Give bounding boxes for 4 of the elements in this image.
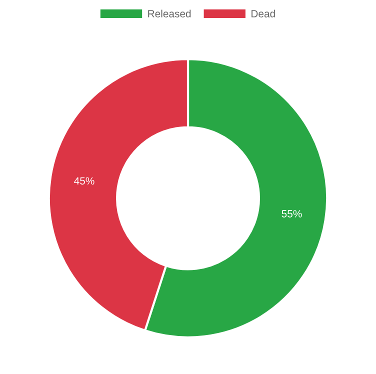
data-label: 45% [74,177,94,185]
data-label: 55% [282,210,302,218]
legend-label: Released [148,10,191,18]
legend-label: Dead [252,10,275,18]
